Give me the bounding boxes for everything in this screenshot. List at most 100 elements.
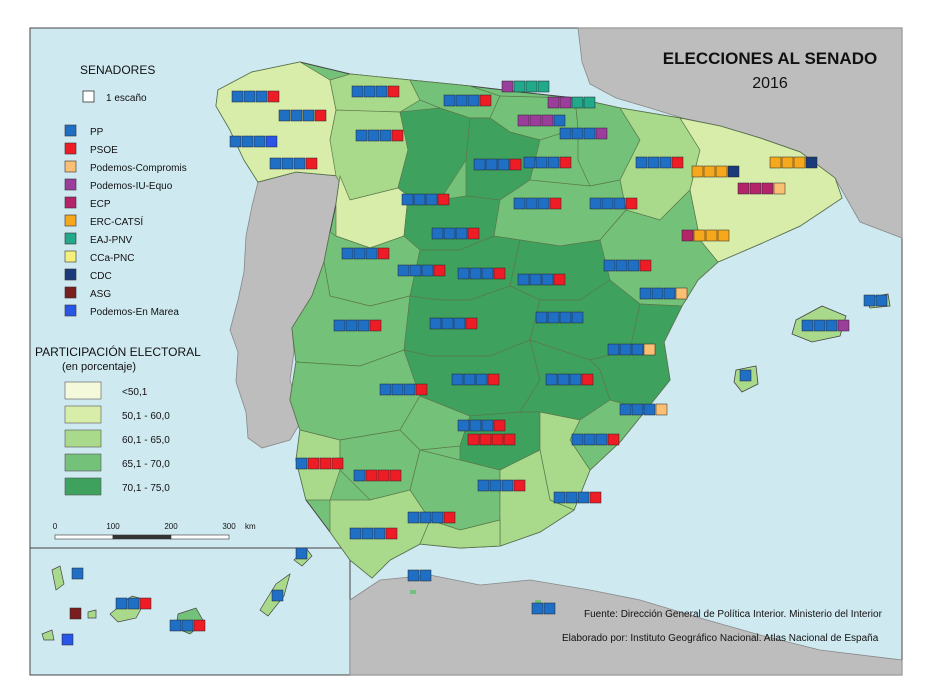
seat-square — [365, 469, 378, 482]
seat-square — [373, 527, 386, 540]
canary-la-palma — [51, 565, 65, 591]
seat-square — [353, 247, 366, 260]
seat-square — [455, 94, 468, 107]
seat-square — [419, 511, 432, 524]
seat-square — [485, 158, 498, 171]
seat-square — [467, 433, 480, 446]
seat-square — [535, 311, 548, 324]
seat-square — [655, 403, 668, 416]
seat-square — [715, 165, 728, 178]
party-legend-swatch — [64, 286, 77, 299]
seat-square — [357, 319, 370, 332]
seat-square — [397, 264, 410, 277]
canary-el-hierro — [41, 629, 55, 641]
party-legend-label: Podemos-En Marea — [90, 307, 179, 318]
party-legend-swatch — [64, 196, 77, 209]
seat-square — [305, 157, 318, 170]
seat-square — [691, 165, 704, 178]
party-legend: PP PSOE Podemos-Compromis Podemos-IU-Equo EC… — [64, 124, 187, 318]
seat-square — [643, 403, 656, 416]
seat-square — [139, 597, 152, 610]
seat-square — [737, 182, 750, 195]
seat-square — [595, 433, 608, 446]
seat-square — [295, 547, 308, 560]
seat-square — [331, 457, 344, 470]
canary-la-gomera — [87, 609, 97, 619]
party-legend-label: ECP — [90, 199, 111, 210]
seat-square — [549, 197, 562, 210]
seat-square — [443, 94, 456, 107]
seat-square — [793, 156, 806, 169]
seat-square — [589, 491, 602, 504]
source-text: Fuente: Dirección General de Política In… — [584, 609, 883, 620]
seat-square — [361, 527, 374, 540]
seat-square — [351, 85, 364, 98]
seat-square — [589, 197, 602, 210]
party-legend-swatch — [64, 250, 77, 263]
seat-square — [639, 259, 652, 272]
seat-square — [501, 80, 514, 93]
participation-swatch — [64, 477, 102, 496]
seat-square — [493, 267, 506, 280]
scale-bar: 0 100 200 300 km — [53, 522, 256, 540]
seat-square — [345, 319, 358, 332]
seat-square — [475, 373, 488, 386]
seat-square — [333, 319, 346, 332]
seat-square — [639, 287, 652, 300]
seat-square — [769, 156, 782, 169]
seat-square — [501, 479, 514, 492]
seat-square — [553, 491, 566, 504]
seat-square — [481, 419, 494, 432]
seat-square — [453, 317, 466, 330]
participation-legend: <50,1 50,1 - 60,0 60,1 - 65,0 65,1 - 70,0 70… — [64, 381, 170, 496]
seat-square — [278, 109, 291, 122]
seat-square — [377, 247, 390, 260]
seat-square — [407, 511, 420, 524]
seat-square — [569, 373, 582, 386]
scale-unit: km — [245, 522, 256, 531]
seat-square — [647, 156, 660, 169]
party-legend-swatch — [64, 124, 77, 137]
seat-square — [547, 96, 560, 109]
seat-square — [479, 94, 492, 107]
seat-square — [571, 127, 584, 140]
seat-square — [61, 633, 74, 646]
map-year: 2016 — [752, 75, 788, 92]
seat-square — [497, 158, 510, 171]
seat-square — [469, 267, 482, 280]
seat-square — [71, 567, 84, 580]
seat-square — [425, 193, 438, 206]
scale-tick-200: 200 — [164, 522, 178, 531]
seat-square — [681, 229, 694, 242]
seat-square — [571, 433, 584, 446]
seat-square — [659, 156, 672, 169]
seat-square — [467, 94, 480, 107]
party-legend-swatch — [64, 304, 77, 317]
seat-square — [631, 343, 644, 356]
seat-square — [443, 227, 456, 240]
seat-square — [409, 264, 422, 277]
seat-square — [513, 479, 526, 492]
seat-square — [773, 182, 786, 195]
seat-square — [503, 433, 516, 446]
seat-square — [421, 264, 434, 277]
seat-square — [513, 197, 526, 210]
seat-square — [525, 197, 538, 210]
scale-tick-300: 300 — [222, 522, 236, 531]
seat-square — [607, 343, 620, 356]
participation-label: 65,1 - 70,0 — [122, 459, 170, 470]
seat-square — [413, 193, 426, 206]
seat-square — [531, 602, 544, 615]
seat-square — [469, 419, 482, 432]
seat-square — [651, 287, 664, 300]
seat-square — [457, 267, 470, 280]
seat-square — [801, 319, 814, 332]
participation-swatch — [64, 381, 102, 400]
seat-square — [547, 156, 560, 169]
seat-square — [365, 247, 378, 260]
seat-square — [529, 114, 542, 127]
seat-square — [603, 259, 616, 272]
seat-square — [369, 319, 382, 332]
seat-square — [619, 403, 632, 416]
seat-square — [541, 273, 554, 286]
